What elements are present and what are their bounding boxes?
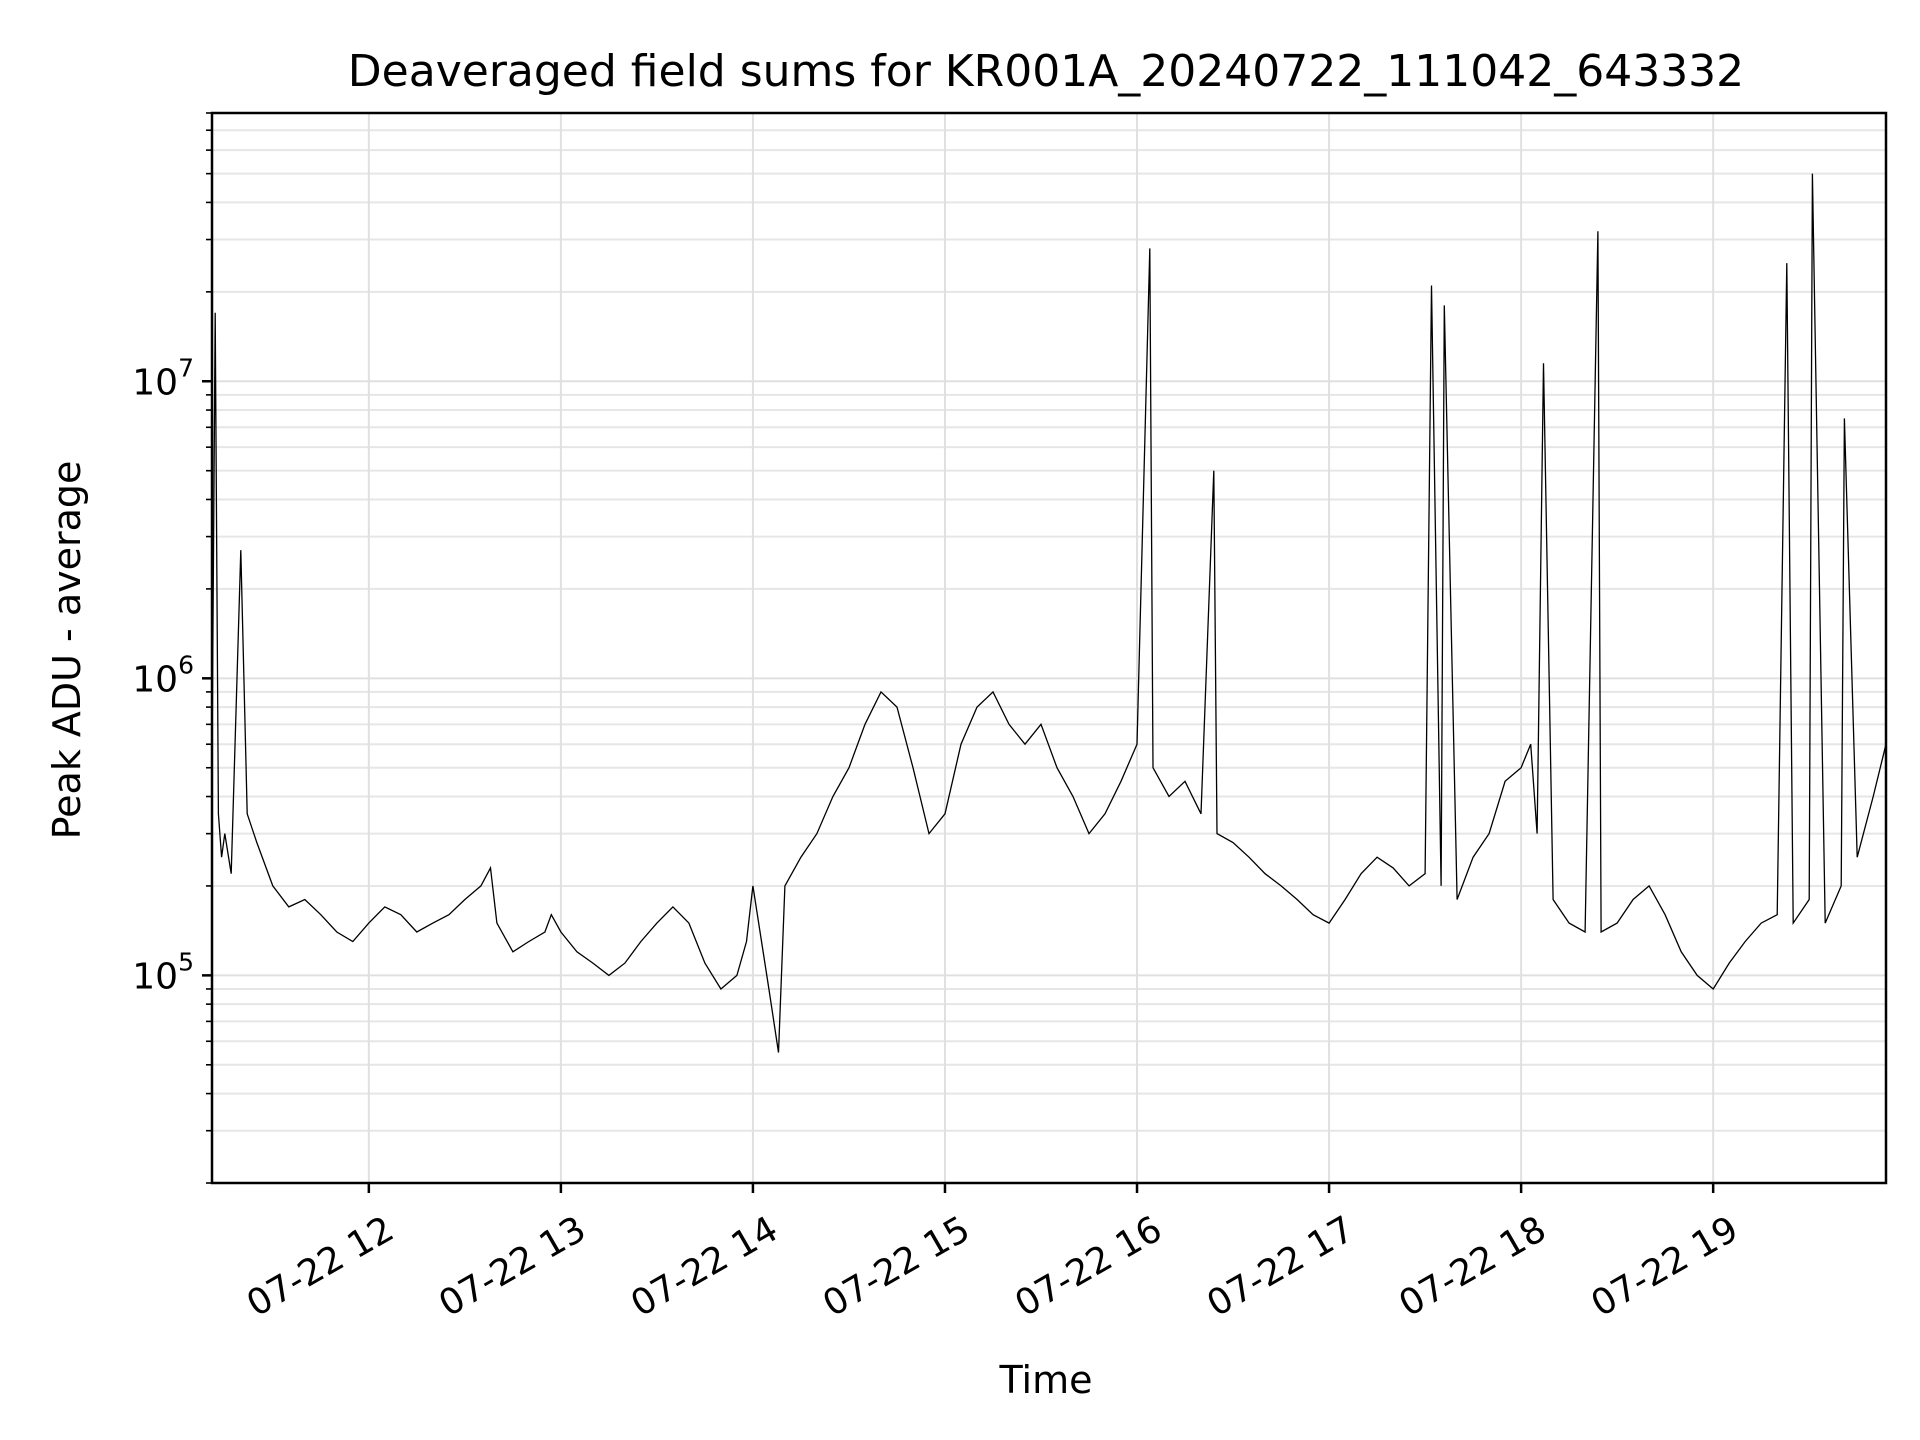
y-axis-ticks: 105 106 107 xyxy=(132,112,212,1184)
y-tick-label: 107 xyxy=(132,353,194,403)
y-axis-label: Peak ADU - average xyxy=(45,461,89,840)
grid xyxy=(212,112,1886,1184)
x-axis-label: Time xyxy=(999,1358,1093,1402)
chart-title: Deaveraged field sums for KR001A_2024072… xyxy=(348,46,1744,97)
series-line-0 xyxy=(211,173,1887,1053)
series-layer xyxy=(211,173,1887,1053)
y-tick-label: 105 xyxy=(132,947,194,997)
plot-frame xyxy=(210,111,1888,1185)
y-tick-label: 106 xyxy=(132,650,194,700)
